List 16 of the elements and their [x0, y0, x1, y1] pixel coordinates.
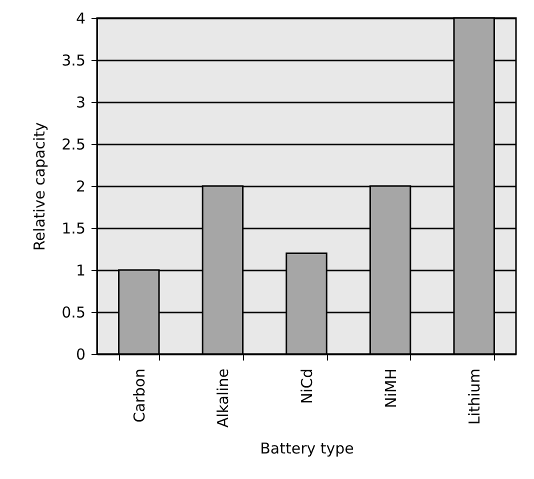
y-tick-label: 3.5	[62, 52, 86, 70]
y-tick-label: 3	[76, 94, 86, 112]
y-axis-title: Relative capacity	[30, 122, 49, 251]
y-tick-label: 1	[76, 262, 86, 280]
x-tick-label: Lithium	[466, 368, 484, 425]
x-tick-label: NiCd	[298, 368, 316, 404]
y-tick-label: 1.5	[62, 220, 86, 238]
x-tick-label: Carbon	[130, 368, 148, 423]
y-tick-label: 0.5	[62, 304, 86, 322]
x-tick-label: Alkaline	[214, 368, 232, 428]
x-axis-title: Battery type	[260, 440, 354, 458]
x-tick-label: NiMH	[382, 368, 400, 408]
y-tick-label: 2	[76, 178, 86, 196]
y-tick-label: 2.5	[62, 136, 86, 154]
y-tick-label: 0	[76, 346, 86, 364]
y-tick-label: 4	[76, 10, 86, 28]
